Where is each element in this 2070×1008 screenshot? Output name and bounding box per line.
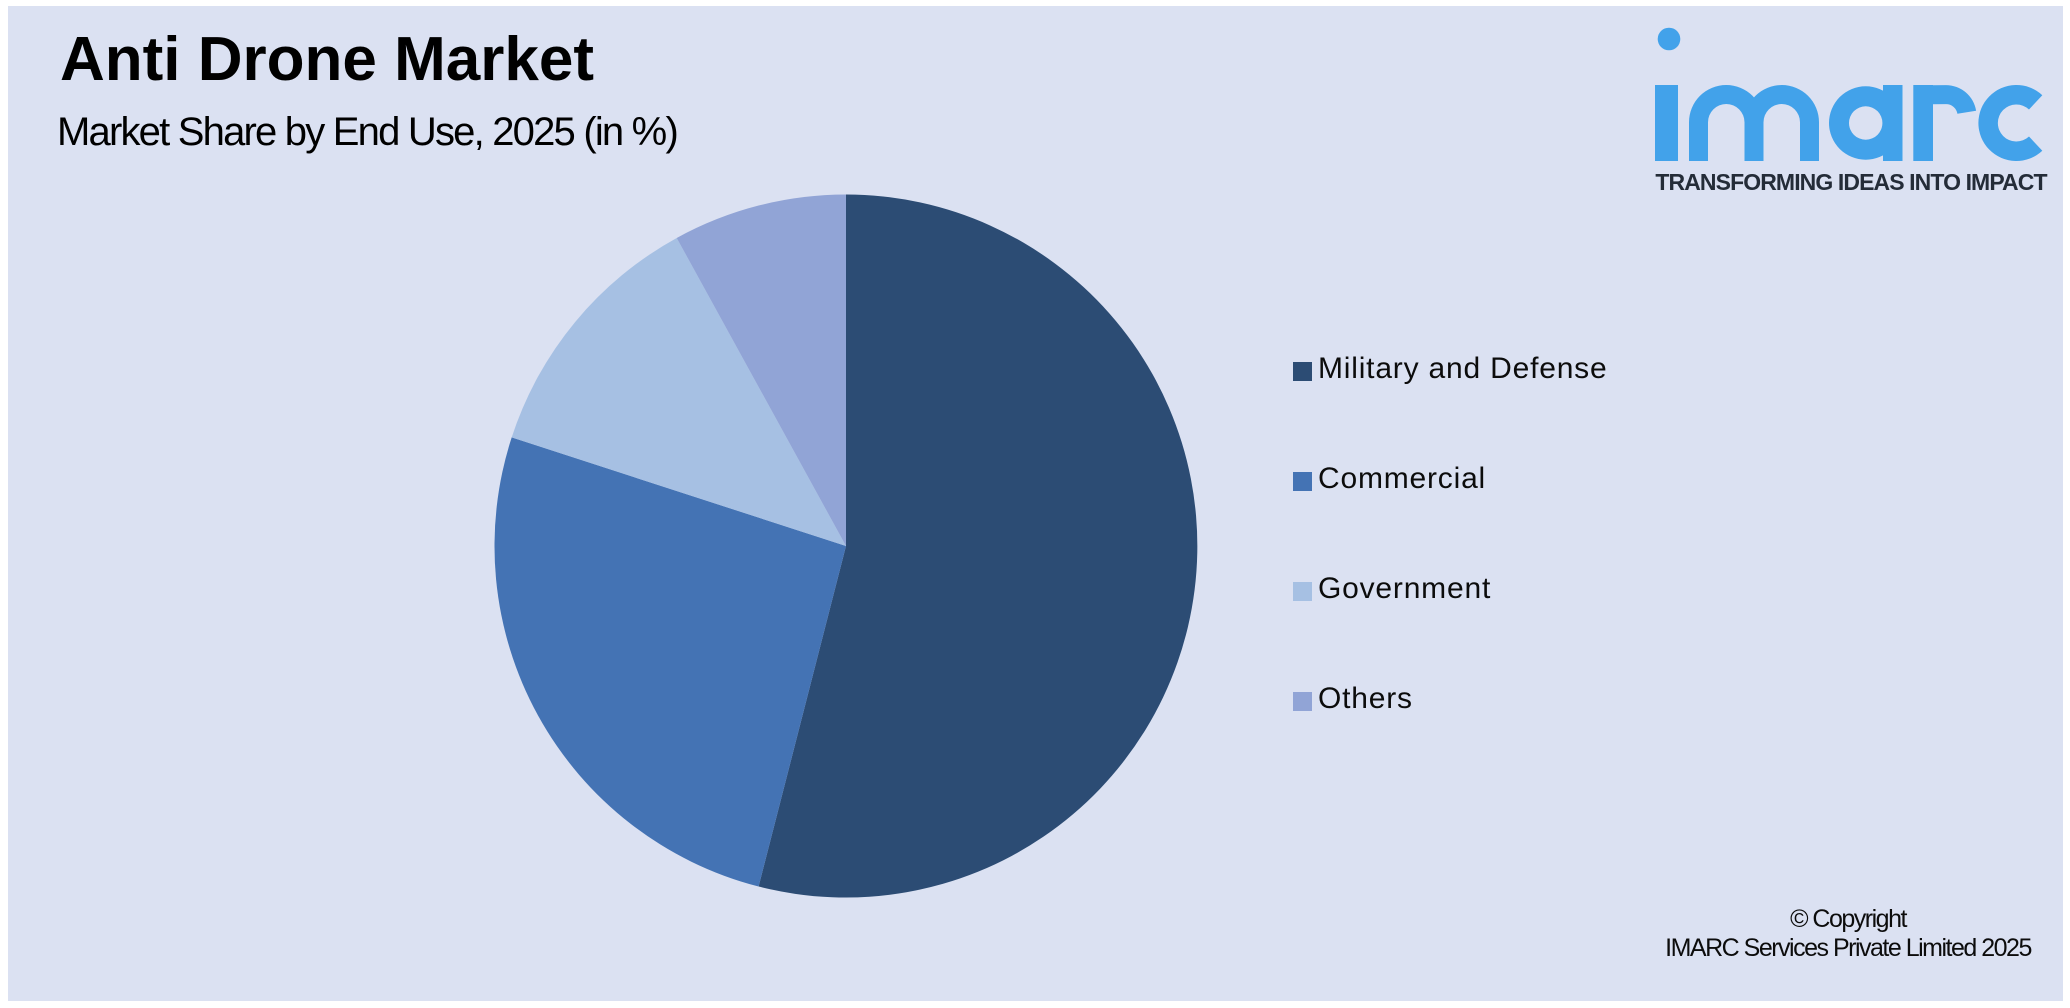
svg-text:TRANSFORMING IDEAS INTO IMPACT: TRANSFORMING IDEAS INTO IMPACT <box>1655 169 2047 195</box>
